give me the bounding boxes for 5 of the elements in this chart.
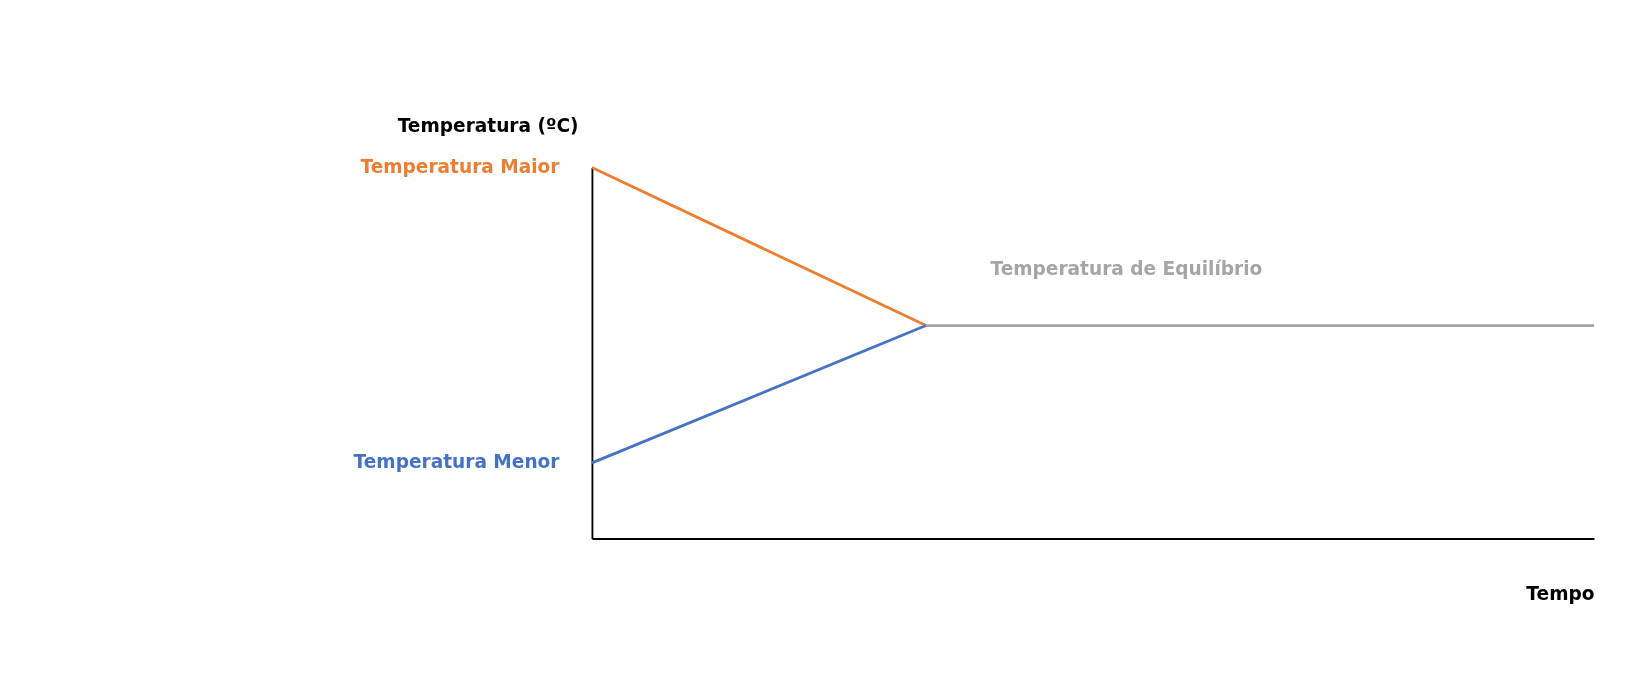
y-axis-title: Temperatura (ºC) bbox=[397, 114, 579, 136]
text: Temperatura de Equilíbrio bbox=[990, 258, 1263, 280]
series-label: Temperatura Maior bbox=[360, 156, 561, 178]
series-label: Temperatura Menor bbox=[353, 451, 561, 473]
x-axis-title: Tempo bbox=[1526, 583, 1595, 605]
